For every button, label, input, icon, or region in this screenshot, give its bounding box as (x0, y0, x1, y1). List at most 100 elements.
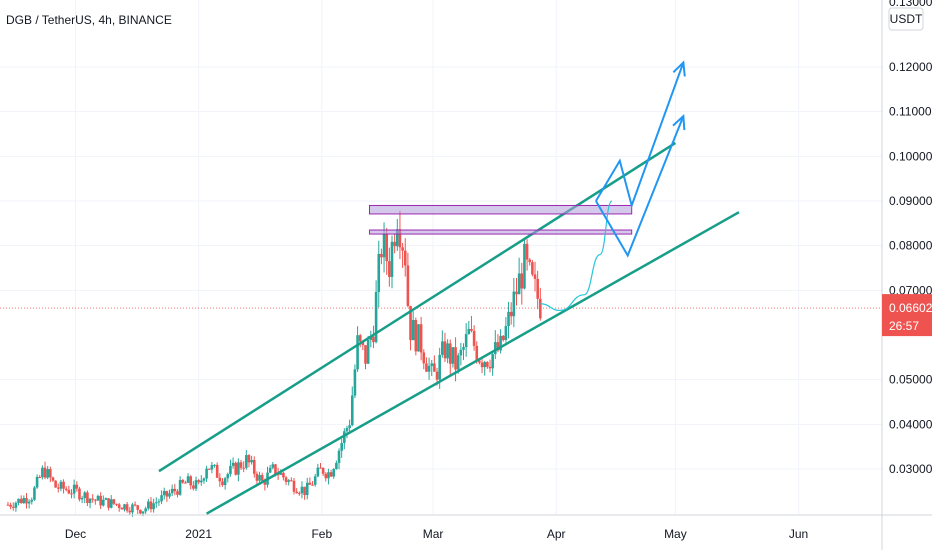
candle-body (75, 484, 79, 489)
candle-body (83, 492, 87, 499)
candle-body (186, 476, 190, 483)
candle-body (147, 501, 150, 509)
candle-body (369, 336, 373, 340)
x-tick-label: Mar (423, 527, 444, 541)
candle-body (531, 262, 534, 275)
candle-body (152, 503, 155, 510)
candle-body (160, 495, 163, 502)
candle-body (507, 311, 510, 327)
candle-body (414, 320, 418, 352)
candle-body (305, 482, 309, 496)
candle-body (475, 345, 479, 361)
candle-body (218, 477, 222, 482)
candle-body (27, 501, 31, 504)
candle-body (536, 278, 539, 299)
x-tick-label: Dec (65, 527, 86, 541)
candle-body (533, 274, 537, 279)
candle-body (205, 468, 208, 479)
candle-body (107, 498, 110, 508)
candle-body (213, 464, 216, 466)
candle-body (178, 480, 182, 495)
candle-body (451, 347, 455, 364)
x-tick-label: Feb (311, 527, 332, 541)
candle-body (472, 330, 476, 346)
candle-body (162, 491, 166, 496)
candle-body (207, 468, 211, 470)
candle-body (382, 234, 386, 258)
candle-body (170, 488, 174, 494)
candle-body (173, 488, 177, 492)
candle-body (401, 247, 404, 251)
candle-body (255, 473, 259, 481)
candle-body (427, 365, 431, 372)
candle-body (237, 462, 240, 475)
candle-body (101, 499, 105, 506)
candle-body (247, 455, 251, 463)
candle-body (374, 291, 378, 343)
candle-body (393, 241, 396, 247)
candle-body (99, 495, 102, 506)
candle-body (149, 501, 153, 510)
candle-body (210, 465, 214, 470)
candle-body (78, 488, 81, 500)
candle-body (165, 491, 169, 497)
candle-body (398, 229, 402, 248)
candle-body (223, 478, 227, 485)
resistance-zone (368, 204, 633, 215)
candle-body (154, 502, 158, 504)
price-series (0, 210, 882, 517)
candle-body (499, 335, 502, 351)
candle-body (258, 475, 261, 481)
candle-body (321, 467, 325, 474)
candle-body (120, 507, 124, 510)
currency-label: USDT (890, 12, 923, 26)
candle-body (467, 328, 471, 335)
candle-body (462, 347, 465, 350)
candle-body (539, 298, 542, 319)
candle-body (70, 493, 73, 495)
candle-body (117, 504, 121, 508)
candle-body (56, 487, 60, 489)
candle-body (496, 342, 500, 351)
candle-body (459, 349, 463, 356)
candle-body (366, 339, 370, 364)
candle-body (38, 476, 42, 478)
candle-body (488, 366, 492, 369)
candle-body (335, 462, 338, 470)
candle-body (176, 491, 179, 495)
candle-body (311, 484, 314, 486)
candle-body (483, 362, 487, 368)
candle-body (194, 480, 198, 489)
candle-body (62, 481, 65, 489)
candle-body (54, 480, 57, 488)
candle-body (59, 481, 63, 489)
candle-body (112, 499, 116, 504)
candle-body (300, 486, 304, 494)
candle-body (229, 465, 232, 475)
candle-body (136, 505, 140, 510)
candle-body (19, 498, 23, 504)
x-tick-label: 2021 (185, 527, 212, 541)
candle-body (250, 459, 253, 463)
candle-body (435, 371, 439, 380)
candle-body (41, 467, 44, 478)
candle-body (372, 336, 375, 343)
candle-body (109, 499, 113, 508)
x-tick-label: May (664, 527, 687, 541)
candle-body (297, 493, 301, 495)
candle-body (501, 335, 505, 341)
candle-body (11, 506, 15, 508)
candle-body (168, 493, 171, 497)
candle-body (515, 291, 518, 295)
y-tick-label: 0.09000 (889, 194, 932, 208)
candle-body (446, 343, 449, 359)
candle-body (448, 343, 452, 364)
candle-body (438, 354, 441, 380)
candle-body (123, 504, 126, 510)
candle-body (6, 504, 10, 506)
candle-body (94, 499, 97, 501)
y-tick-label: 0.04000 (889, 417, 932, 431)
candle-body (353, 369, 357, 396)
candle-body (313, 476, 317, 485)
candle-body (51, 477, 55, 481)
